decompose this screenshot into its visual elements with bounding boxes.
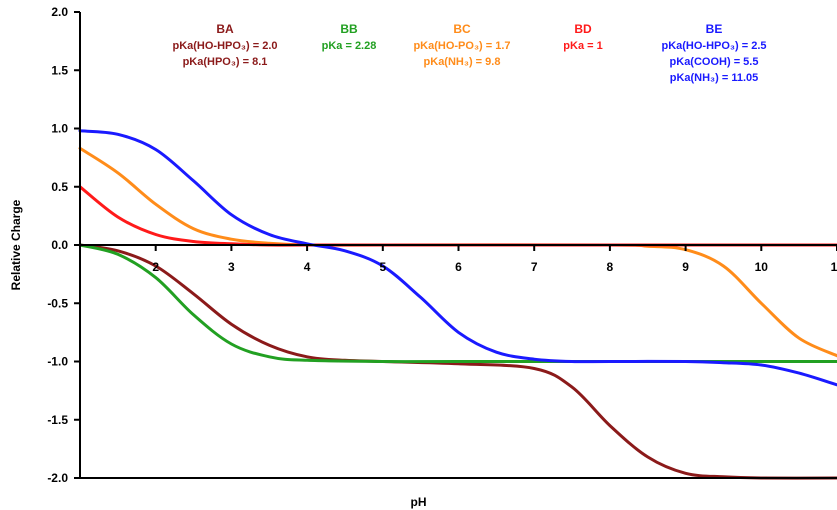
series-lines — [78, 129, 837, 480]
annotation-line: pKa = 2.28 — [322, 40, 377, 52]
annotation-bb: BB pKa = 2.28 — [322, 22, 377, 52]
x-axis-ticks: 2 3 4 5 6 7 8 9 10 11 — [152, 245, 837, 274]
annotation-line: pKa(NH₃) = 11.05 — [670, 72, 759, 84]
annotation-bd: BD pKa = 1 — [563, 22, 602, 52]
y-axis-ticks: 2.0 1.5 1.0 0.5 0.0 -0.5 -1.0 -1.5 -2.0 — [47, 5, 80, 485]
annotation-line: pKa(NH₃) = 9.8 — [424, 56, 501, 68]
y-tick-label: 0.0 — [51, 238, 68, 252]
x-axis-title: pH — [411, 495, 427, 509]
x-tick-label: 9 — [682, 260, 689, 274]
annotation-title: BD — [574, 22, 592, 36]
y-tick-label: -1.5 — [47, 413, 68, 427]
annotation-title: BC — [453, 22, 471, 36]
annotation-line: pKa(HO-HPO₃) = 2.0 — [172, 40, 277, 52]
annotation-title: BB — [340, 22, 358, 36]
x-tick-label: 4 — [304, 260, 311, 274]
y-tick-label: -2.0 — [47, 471, 68, 485]
y-tick-label: -1.0 — [47, 355, 68, 369]
series-annotations: BA pKa(HO-HPO₃) = 2.0 pKa(HPO₃) = 8.1 BB pKa… — [172, 22, 766, 84]
annotation-title: BA — [216, 22, 234, 36]
x-tick-label: 10 — [755, 260, 769, 274]
x-tick-label: 6 — [455, 260, 462, 274]
y-tick-label: 2.0 — [51, 5, 68, 19]
annotation-ba: BA pKa(HO-HPO₃) = 2.0 pKa(HPO₃) = 8.1 — [172, 22, 277, 68]
y-tick-label: -0.5 — [47, 296, 68, 310]
annotation-line: pKa(HO-HPO₃) = 2.5 — [661, 40, 766, 52]
annotation-bc: BC pKa(HO-PO₃) = 1.7 pKa(NH₃) = 9.8 — [413, 22, 510, 68]
x-tick-label: 3 — [228, 260, 235, 274]
annotation-line: pKa(HPO₃) = 8.1 — [183, 56, 268, 68]
y-tick-label: 1.5 — [51, 63, 68, 77]
x-tick-label: 7 — [531, 260, 538, 274]
annotation-be: BE pKa(HO-HPO₃) = 2.5 pKa(COOH) = 5.5 pKa(N… — [661, 22, 766, 84]
series-line-be — [78, 129, 837, 387]
y-tick-label: 0.5 — [51, 180, 68, 194]
x-tick-label: 2 — [152, 260, 159, 274]
x-tick-label: 11 — [831, 260, 837, 274]
annotation-title: BE — [706, 22, 723, 36]
series-line-bd — [78, 185, 837, 247]
annotation-line: pKa(HO-PO₃) = 1.7 — [413, 40, 510, 52]
y-tick-label: 1.0 — [51, 122, 68, 136]
y-axis-title: Relative Charge — [9, 199, 23, 290]
x-tick-label: 5 — [379, 260, 386, 274]
annotation-line: pKa = 1 — [563, 40, 602, 52]
annotation-line: pKa(COOH) = 5.5 — [670, 56, 759, 68]
x-tick-label: 8 — [607, 260, 614, 274]
